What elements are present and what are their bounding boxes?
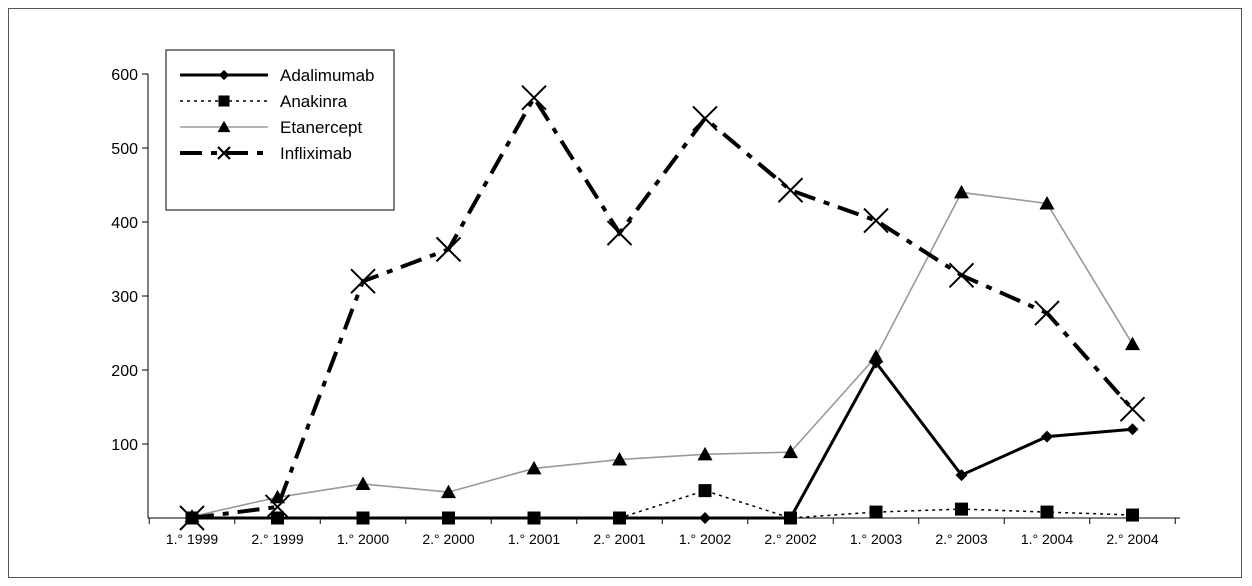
y-tick-label: 400 — [111, 215, 138, 232]
x-tick-label: 2.° 1999 — [251, 531, 304, 547]
data-point-triangle — [954, 184, 969, 199]
data-point-x — [1119, 396, 1146, 422]
x-tick-label: 1.° 2002 — [679, 531, 732, 547]
data-point-square — [869, 505, 883, 519]
x-tick-label: 2.° 2002 — [764, 531, 817, 547]
data-point-triangle — [697, 446, 713, 461]
data-point-triangle — [783, 444, 798, 459]
data-point-diamond — [870, 356, 882, 369]
data-point-x — [435, 236, 462, 263]
legend-label: Anakinra — [280, 92, 348, 111]
data-point-diamond — [442, 512, 455, 524]
data-point-x — [217, 146, 231, 160]
y-tick-label: 200 — [111, 363, 138, 380]
data-point-triangle — [868, 349, 884, 363]
data-point-x — [777, 177, 804, 203]
data-point-diamond — [186, 512, 198, 524]
series-adalimumab — [186, 356, 1139, 524]
x-tick-label: 2.° 2001 — [593, 531, 646, 547]
series-layer — [179, 84, 1146, 531]
data-point-diamond — [218, 69, 230, 81]
legend-item-infliximab: Infliximab — [180, 144, 352, 163]
series-line — [192, 359, 1133, 520]
legend: Adalimumab Anakinra Etanercept Infliximab — [165, 49, 395, 211]
series-etanercept — [184, 184, 1140, 523]
legend-label: Adalimumab — [280, 66, 375, 85]
x-tick-label: 1.° 2001 — [508, 531, 561, 547]
chart-frame — [8, 8, 1242, 578]
series-line — [192, 489, 1133, 519]
y-tick-label: 600 — [111, 67, 138, 84]
x-tick-label: 1.° 2003 — [850, 531, 903, 547]
legend-item-anakinra: Anakinra — [180, 92, 348, 111]
data-point-x — [692, 105, 718, 132]
series-line — [191, 93, 1134, 520]
x-tick-label: 2.° 2003 — [935, 531, 988, 547]
data-point-x — [350, 268, 376, 294]
data-point-diamond — [528, 512, 540, 524]
data-point-diamond — [271, 512, 284, 524]
data-point-square — [1126, 508, 1139, 522]
data-point-x — [948, 262, 975, 288]
data-point-triangle — [441, 484, 456, 499]
data-point-diamond — [784, 512, 797, 524]
x-tick-label: 1.° 2004 — [1021, 531, 1074, 547]
data-point-diamond — [357, 512, 369, 524]
data-point-x — [606, 220, 633, 246]
data-point-x — [1034, 300, 1060, 326]
data-point-x — [863, 207, 889, 234]
data-point-x — [521, 84, 547, 111]
data-point-diamond — [1126, 423, 1139, 436]
legend-item-etanercept: Etanercept — [180, 118, 362, 137]
data-point-triangle — [217, 120, 231, 133]
data-point-diamond — [955, 469, 968, 482]
data-point-square — [218, 95, 230, 107]
axes: 100 200 300 400 500 600 1.° 1999 2.° 1999 1.° 20… — [111, 67, 1180, 547]
data-point-diamond — [1041, 430, 1053, 443]
data-point-square — [955, 502, 968, 516]
y-tick-label: 500 — [111, 141, 138, 158]
data-point-triangle — [1039, 196, 1055, 210]
data-point-diamond — [699, 512, 711, 524]
data-point-square — [698, 484, 712, 498]
data-point-triangle — [526, 460, 542, 475]
data-point-triangle — [1125, 336, 1140, 351]
data-point-x — [264, 494, 291, 520]
y-tick-label: 300 — [111, 289, 138, 306]
series-infliximab — [179, 84, 1146, 531]
data-point-triangle — [355, 476, 371, 490]
legend-label: Infliximab — [280, 144, 352, 163]
x-tick-label: 1.° 1999 — [166, 531, 219, 547]
x-tick-label: 2.° 2004 — [1106, 531, 1159, 547]
x-tick-label: 1.° 2000 — [337, 531, 390, 547]
data-point-diamond — [613, 512, 626, 524]
legend-label: Etanercept — [280, 118, 362, 137]
y-tick-label: 100 — [111, 437, 138, 454]
x-tick-label: 2.° 2000 — [422, 531, 475, 547]
data-point-triangle — [612, 452, 627, 466]
data-point-square — [1040, 505, 1054, 519]
series-line — [191, 191, 1134, 518]
legend-item-adalimumab: Adalimumab — [180, 66, 375, 85]
legend-box — [165, 49, 395, 211]
